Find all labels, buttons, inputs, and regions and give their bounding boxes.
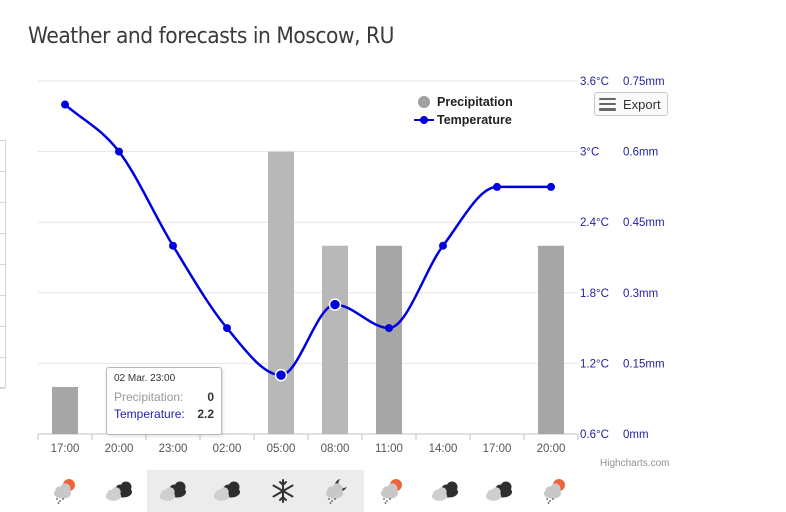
snowflake-icon [255, 470, 310, 512]
precipitation-bar [538, 245, 564, 434]
x-tick-label: 20:00 [537, 443, 566, 455]
export-button-label: Export [623, 96, 661, 112]
x-tick-label: 14:00 [429, 443, 458, 455]
temperature-axis-label: 0.6°C [580, 429, 609, 441]
x-tick-label: 17:00 [51, 443, 80, 455]
temperature-point [493, 182, 501, 191]
temperature-point [223, 324, 231, 333]
x-tick-label: 08:00 [321, 443, 350, 455]
legend: Precipitation Temperature [414, 95, 513, 127]
temperature-point [547, 182, 555, 191]
precipitation-axis-label: 0.15mm [623, 358, 665, 370]
temperature-axis-label: 1.2°C [580, 358, 609, 370]
weather-chart: 17:00 20:00 23:00 02:00 05:00 08:00 11:00 14:00… [37, 76, 669, 469]
precipitation-bar [52, 386, 78, 434]
temperature-axis-label: 3°C [580, 147, 599, 159]
precipitation-axis-label: 0mm [623, 429, 649, 441]
temperature-point [274, 368, 288, 382]
temperature-series [61, 100, 555, 382]
temperature-point [169, 241, 177, 250]
legend-temperature-marker [420, 116, 428, 124]
temperature-point [385, 324, 393, 333]
page-title: Weather and forecasts in Moscow, RU [28, 24, 394, 49]
precipitation-axis-label: 0.6mm [623, 147, 658, 159]
cloud-dark-icon [146, 470, 202, 512]
tooltip-temp-value: 2.2 [197, 407, 214, 421]
x-tick-label: 23:00 [159, 443, 188, 455]
precipitation-bar [376, 245, 402, 434]
menu-icon [599, 97, 616, 111]
precipitation-bar [322, 245, 348, 434]
temperature-point [61, 100, 69, 109]
temperature-point [328, 298, 342, 311]
tooltip-precip-value: 0 [207, 390, 214, 404]
tooltip-precip-label: Precipitation: [114, 390, 184, 404]
precipitation-axis-label: 0.75mm [623, 76, 665, 88]
temperature-point [439, 241, 447, 250]
cloud-dark-icon [473, 470, 527, 512]
temperature-axis-label: 3.6°C [580, 76, 609, 88]
cloud-dark-icon [92, 470, 146, 512]
precipitation-bar [268, 151, 294, 434]
tooltip-temp-label: Temperature: [114, 407, 185, 421]
left-panel-edge [0, 140, 6, 389]
temperature-axis-label: 1.8°C [580, 288, 609, 300]
precipitation-axis: 0.75mm 0.6mm 0.45mm 0.3mm 0.15mm 0mm [623, 76, 665, 441]
legend-temperature-label[interactable]: Temperature [437, 113, 512, 127]
cloud-sun-rain-icon [364, 470, 418, 512]
temperature-point [115, 147, 123, 156]
credits-link[interactable]: Highcharts.com [600, 458, 669, 469]
x-axis: 17:00 20:00 23:00 02:00 05:00 08:00 11:00 14:00… [37, 434, 579, 455]
temperature-axis: 3.6°C 3°C 2.4°C 1.8°C 1.2°C 0.6°C [580, 76, 609, 441]
x-tick-label: 02:00 [213, 443, 242, 455]
export-button[interactable]: Export [594, 92, 668, 116]
tooltip-date: 02 Mar. 23:00 [114, 373, 176, 384]
cloud-dark-icon [419, 470, 473, 512]
x-tick-label: 11:00 [375, 443, 403, 455]
x-tick-label: 20:00 [105, 443, 134, 455]
cloud-dark-icon [201, 470, 256, 512]
legend-precipitation-marker [418, 96, 430, 108]
cloud-sun-rain-icon [38, 470, 92, 512]
x-tick-label: 05:00 [267, 443, 296, 455]
cloud-sun-rain-icon [528, 470, 582, 512]
precipitation-bars [52, 151, 564, 434]
legend-precipitation-label[interactable]: Precipitation [437, 95, 513, 109]
weather-icons-strip [38, 470, 582, 512]
cloud-moon-rain-icon [310, 470, 365, 512]
temperature-axis-label: 2.4°C [580, 217, 609, 229]
precipitation-axis-label: 0.45mm [623, 217, 665, 229]
temperature-line [64, 103, 551, 377]
precipitation-axis-label: 0.3mm [623, 288, 658, 300]
chart-tooltip: 02 Mar. 23:00 Precipitation: 0 Temperatu… [106, 367, 222, 435]
x-tick-label: 17:00 [483, 443, 512, 455]
